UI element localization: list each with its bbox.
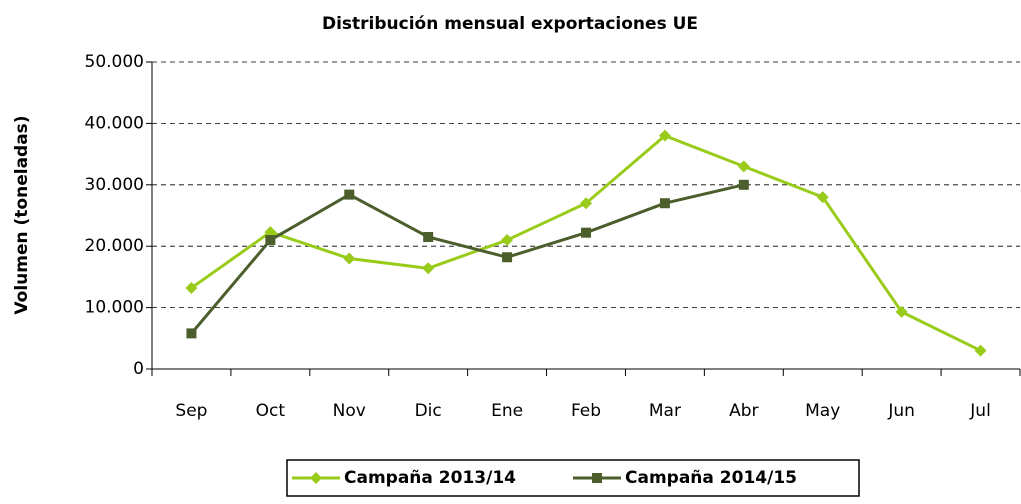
marker [974,344,987,357]
marker [344,189,355,200]
y-tick-label: 40.000 [85,113,144,133]
x-tick-label: Jul [969,401,991,421]
x-tick-label: Abr [729,401,758,421]
marker [310,472,322,484]
marker [816,191,829,204]
series-line [190,133,982,352]
marker [501,234,514,247]
y-tick-label: 50.000 [85,52,144,72]
x-tick-label: Ene [491,401,523,421]
marker [343,252,356,265]
x-tick-label: Feb [571,401,601,421]
marker [186,328,197,339]
legend-label: Campaña 2014/15 [625,468,797,488]
legend-label: Campaña 2013/14 [344,468,516,488]
marker [737,160,750,173]
marker [592,473,602,483]
y-axis-label: Volumen (toneladas) [12,115,32,314]
series-line [190,183,745,335]
marker [895,305,908,318]
x-tick-label: Mar [649,401,681,421]
y-tick-label: 10.000 [85,298,144,318]
marker [185,281,198,294]
x-tick-label: Dic [415,401,442,421]
x-tick-label: May [805,401,840,421]
x-tick-label: Nov [333,401,366,421]
marker [658,129,671,142]
marker [422,262,435,275]
x-tick-label: Jun [887,401,915,421]
y-tick-label: 0 [133,359,144,379]
x-tick-label: Sep [175,401,207,421]
marker [423,231,434,242]
chart-title: Distribución mensual exportaciones UE [322,14,698,34]
x-tick-label: Oct [256,401,286,421]
marker [659,198,670,209]
marker [580,197,592,210]
marker [502,252,513,263]
marker [738,179,749,190]
marker [581,227,591,238]
y-tick-label: 30.000 [85,175,144,195]
y-tick-label: 20.000 [85,236,144,256]
marker [265,235,276,246]
